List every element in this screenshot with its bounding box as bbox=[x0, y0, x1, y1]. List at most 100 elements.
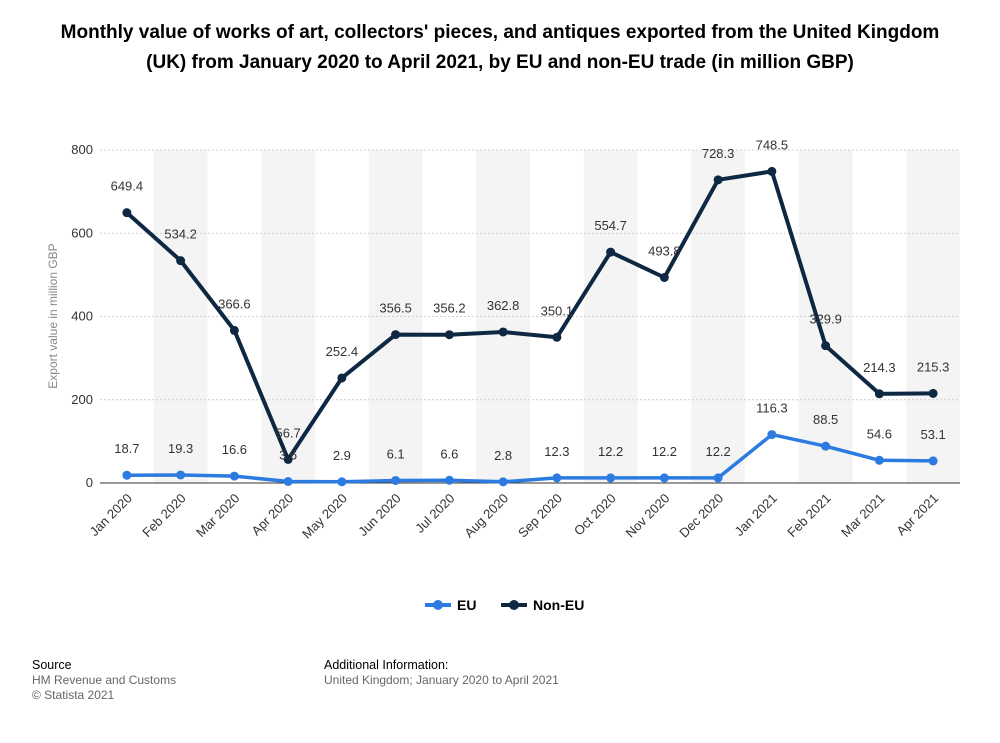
data-point-non-eu[interactable] bbox=[659, 272, 669, 282]
data-point-eu[interactable] bbox=[821, 441, 831, 451]
legend-label-eu[interactable]: EU bbox=[457, 597, 476, 613]
data-point-eu[interactable] bbox=[122, 470, 132, 480]
data-label-non-eu: 362.8 bbox=[487, 298, 520, 313]
legend-marker-non-eu bbox=[509, 600, 519, 610]
x-tick-label: May 2020 bbox=[299, 491, 350, 542]
data-label-eu: 18.7 bbox=[114, 441, 139, 456]
legend-label-non-eu[interactable]: Non-EU bbox=[533, 597, 584, 613]
data-point-eu[interactable] bbox=[229, 471, 239, 481]
data-point-non-eu[interactable] bbox=[229, 325, 239, 335]
data-point-eu[interactable] bbox=[391, 475, 401, 485]
data-label-non-eu: 350.1 bbox=[541, 303, 574, 318]
data-point-eu[interactable] bbox=[283, 477, 293, 487]
y-tick-label: 600 bbox=[71, 225, 93, 240]
x-tick-label: Apr 2021 bbox=[893, 491, 941, 539]
data-label-non-eu: 56.7 bbox=[275, 425, 300, 440]
data-point-eu[interactable] bbox=[337, 477, 347, 487]
data-label-eu: 6.6 bbox=[440, 446, 458, 461]
x-tick-label: Apr 2020 bbox=[248, 491, 296, 539]
x-tick-label: Mar 2020 bbox=[193, 491, 242, 540]
data-label-non-eu: 329.9 bbox=[809, 312, 842, 327]
x-tick-label: Jan 2021 bbox=[732, 491, 780, 539]
x-tick-label: Jun 2020 bbox=[355, 491, 403, 539]
y-tick-label: 200 bbox=[71, 392, 93, 407]
data-label-eu: 16.6 bbox=[222, 442, 247, 457]
series-points bbox=[122, 166, 938, 487]
data-label-non-eu: 356.2 bbox=[433, 301, 466, 316]
y-axis-ticks: 0 200 400 600 800 bbox=[71, 142, 93, 490]
data-label-eu: 3.6 bbox=[279, 448, 297, 463]
data-point-eu[interactable] bbox=[928, 456, 938, 466]
data-label-eu: 19.3 bbox=[168, 441, 193, 456]
y-tick-label: 0 bbox=[86, 475, 93, 490]
x-tick-label: Sep 2020 bbox=[515, 491, 565, 541]
x-tick-label: Feb 2021 bbox=[784, 491, 833, 540]
data-point-non-eu[interactable] bbox=[337, 373, 347, 383]
data-label-non-eu: 649.4 bbox=[111, 179, 144, 194]
data-labels: 18.7 19.3 16.6 3.6 2.9 6.1 6.6 2.8 12.3 12.2 12.2 1… bbox=[111, 137, 950, 462]
x-tick-label: Aug 2020 bbox=[461, 491, 511, 541]
series-lines bbox=[125, 169, 934, 484]
data-point-non-eu[interactable] bbox=[122, 208, 132, 218]
source-line-1: HM Revenue and Customs bbox=[32, 673, 177, 687]
data-label-eu: 2.8 bbox=[494, 448, 512, 463]
data-label-non-eu: 534.2 bbox=[164, 227, 197, 242]
data-point-non-eu[interactable] bbox=[283, 454, 293, 464]
source-heading: Source bbox=[32, 658, 72, 672]
data-point-non-eu[interactable] bbox=[767, 166, 777, 176]
data-label-eu: 116.3 bbox=[756, 401, 788, 416]
data-point-non-eu[interactable] bbox=[713, 175, 723, 185]
data-point-eu[interactable] bbox=[713, 473, 723, 483]
data-point-eu[interactable] bbox=[498, 477, 508, 487]
x-tick-label: Feb 2020 bbox=[139, 491, 188, 540]
source-block: Source HM Revenue and Customs © Statista… bbox=[32, 658, 176, 703]
data-label-non-eu: 252.4 bbox=[326, 344, 359, 359]
data-label-non-eu: 214.3 bbox=[863, 360, 896, 375]
data-label-eu: 53.1 bbox=[920, 427, 945, 442]
x-tick-label: Oct 2020 bbox=[571, 491, 619, 539]
data-point-non-eu[interactable] bbox=[444, 330, 454, 340]
data-label-eu: 54.6 bbox=[867, 426, 892, 441]
data-label-eu: 6.1 bbox=[387, 446, 405, 461]
x-tick-label: Jan 2020 bbox=[87, 491, 135, 539]
x-tick-label: Nov 2020 bbox=[623, 491, 673, 541]
data-point-non-eu[interactable] bbox=[552, 332, 562, 342]
data-label-non-eu: 554.7 bbox=[594, 218, 627, 233]
data-point-non-eu[interactable] bbox=[391, 330, 401, 340]
data-label-non-eu: 356.5 bbox=[379, 301, 412, 316]
data-point-non-eu[interactable] bbox=[928, 388, 938, 398]
chart-title: Monthly value of works of art, collector… bbox=[60, 22, 940, 73]
data-point-non-eu[interactable] bbox=[821, 341, 831, 351]
data-label-non-eu: 493.8 bbox=[648, 243, 681, 258]
series-line-non-eu bbox=[125, 169, 934, 462]
y-axis-label: Export value in million GBP bbox=[46, 243, 60, 388]
data-point-non-eu[interactable] bbox=[606, 247, 616, 257]
data-label-eu: 2.9 bbox=[333, 448, 351, 463]
data-label-non-eu: 215.3 bbox=[917, 359, 950, 374]
data-point-eu[interactable] bbox=[444, 475, 454, 485]
data-point-eu[interactable] bbox=[552, 473, 562, 483]
legend: EU Non-EU bbox=[425, 597, 584, 613]
data-label-non-eu: 728.3 bbox=[702, 146, 735, 161]
legend-marker-eu bbox=[433, 600, 443, 610]
data-label-non-eu: 748.5 bbox=[756, 137, 789, 152]
data-point-eu[interactable] bbox=[874, 455, 884, 465]
data-point-eu[interactable] bbox=[767, 430, 777, 440]
y-tick-label: 800 bbox=[71, 142, 93, 157]
data-label-non-eu: 366.6 bbox=[218, 296, 251, 311]
data-label-eu: 12.2 bbox=[598, 444, 623, 459]
data-label-eu: 12.2 bbox=[705, 444, 730, 459]
data-point-eu[interactable] bbox=[176, 470, 186, 480]
y-tick-label: 400 bbox=[71, 309, 93, 324]
data-point-non-eu[interactable] bbox=[176, 256, 186, 266]
additional-info-heading: Additional Information: bbox=[324, 658, 449, 672]
x-tick-label: Mar 2021 bbox=[838, 491, 887, 540]
data-point-non-eu[interactable] bbox=[874, 389, 884, 399]
data-point-eu[interactable] bbox=[659, 473, 669, 483]
additional-info-block: Additional Information: United Kingdom; … bbox=[324, 658, 559, 688]
data-point-eu[interactable] bbox=[606, 473, 616, 483]
data-point-non-eu[interactable] bbox=[498, 327, 508, 337]
additional-info-text: United Kingdom; January 2020 to April 20… bbox=[324, 673, 559, 687]
series-line-eu bbox=[126, 432, 934, 484]
